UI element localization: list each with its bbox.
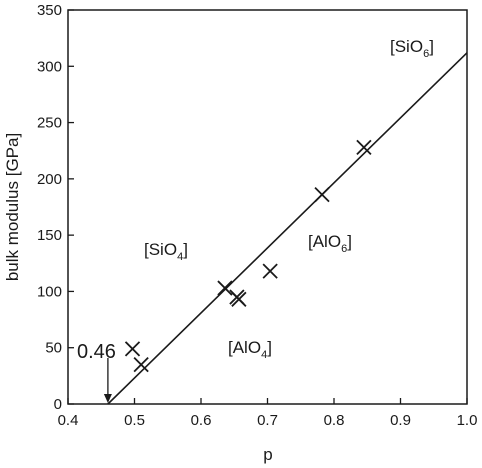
x-tick-label: 0.7	[257, 412, 278, 429]
region-label-sio4: [SiO4]	[144, 240, 188, 263]
data-point-marker	[262, 263, 278, 279]
y-axis-label: bulk modulus [GPa]	[3, 133, 22, 281]
marker-stroke	[262, 263, 278, 279]
marker-stroke	[356, 139, 372, 155]
data-point-marker	[124, 341, 141, 357]
x-tick-label: 0.6	[191, 412, 212, 429]
y-tick-label: 100	[37, 283, 62, 300]
marker-stroke	[133, 356, 149, 373]
annotation-0-46: 0.46	[77, 341, 116, 403]
annotation-arrowhead	[103, 394, 112, 403]
fit-line-group	[107, 52, 468, 405]
y-tick-label: 50	[45, 340, 62, 357]
y-tick-label: 300	[37, 58, 62, 75]
y-tick-label: 200	[37, 171, 62, 188]
marker-stroke	[217, 280, 233, 296]
region-label-alo6: [AlO6]	[308, 232, 352, 255]
y-tick-label: 250	[37, 115, 62, 132]
data-point-marker	[133, 356, 149, 373]
marker-stroke	[314, 186, 330, 203]
annotation-label: 0.46	[77, 341, 116, 363]
data-point-marker	[356, 139, 372, 155]
data-point-marker	[217, 280, 233, 296]
x-tick-label: 0.5	[124, 412, 145, 429]
x-tick-label: 0.9	[390, 412, 411, 429]
data-points	[124, 139, 372, 373]
x-tick-label: 0.8	[324, 412, 345, 429]
x-axis-label: p	[263, 445, 272, 464]
x-tick-label: 1.0	[457, 412, 478, 429]
y-tick-label: 0	[54, 396, 62, 413]
marker-stroke	[124, 341, 141, 357]
y-tick-label: 150	[37, 227, 62, 244]
data-point-marker	[314, 186, 330, 203]
marker-stroke	[231, 291, 247, 307]
y-tick-label: 350	[37, 2, 62, 19]
region-label-sio6: [SiO6]	[390, 37, 434, 60]
axis-ticks: 0.4 0.5 0.6 0.7 0.8 0.9 1.0 0 50 100 150 200 250 300 3…	[37, 2, 477, 429]
data-point-marker	[231, 291, 247, 307]
region-label-alo4: [AlO4]	[228, 338, 272, 361]
fit-line	[107, 52, 468, 405]
x-tick-label: 0.4	[58, 412, 79, 429]
